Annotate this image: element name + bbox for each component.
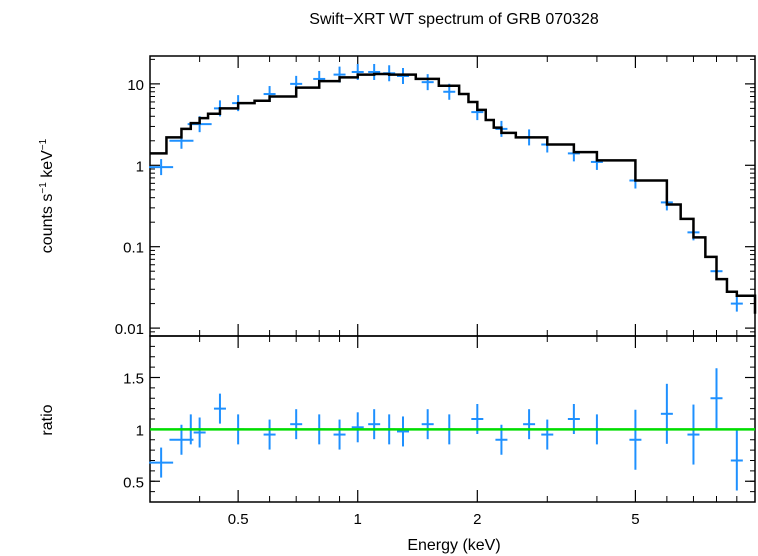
top-ylabel: counts s−1 keV−1 xyxy=(38,138,56,253)
x-tick-label: 1 xyxy=(354,511,362,528)
plot-layer: 10 1 0.1 0.01 1.5 1 0.5 0.5 1 2 5 xyxy=(115,55,757,528)
x-axis-label: Energy (keV) xyxy=(407,537,500,554)
top-y-tick-label: 0.1 xyxy=(123,240,144,257)
top-y-tick-label: 0.01 xyxy=(115,321,144,338)
top-ylabel-main: counts s xyxy=(39,194,56,254)
bottom-ylabel: ratio xyxy=(39,404,56,435)
x-tick-label: 2 xyxy=(473,511,481,528)
chart-title: Swift−XRT WT spectrum of GRB 070328 xyxy=(309,11,599,28)
top-plot-frame xyxy=(149,55,756,337)
x-tick-label: 0.5 xyxy=(228,511,249,528)
x-tick-label: 5 xyxy=(631,511,639,528)
model-step-line xyxy=(150,72,757,314)
top-y-tick-label: 1 xyxy=(136,158,144,175)
bottom-y-tick-label: 0.5 xyxy=(123,474,144,491)
bottom-plot-frame xyxy=(149,335,756,503)
top-y-tick-label: 10 xyxy=(127,77,144,94)
top-ylabel-mid: keV xyxy=(39,150,56,182)
bottom-y-tick-label: 1 xyxy=(136,422,144,439)
top-ylabel-sup2: −1 xyxy=(38,138,49,150)
bottom-y-tick-label: 1.5 xyxy=(123,371,144,388)
top-ylabel-sup1: −1 xyxy=(38,182,49,194)
